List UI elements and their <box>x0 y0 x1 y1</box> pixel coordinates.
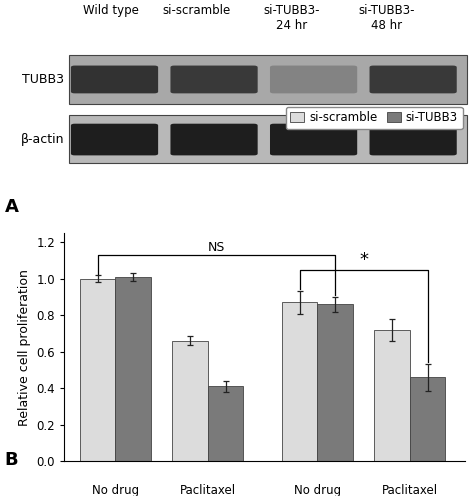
FancyBboxPatch shape <box>370 124 457 155</box>
FancyBboxPatch shape <box>71 65 158 93</box>
Text: β-actin: β-actin <box>20 132 64 145</box>
Y-axis label: Relative cell proliferation: Relative cell proliferation <box>18 269 31 426</box>
Bar <box>317 305 353 461</box>
Text: B: B <box>5 451 18 469</box>
Text: TUBB3: TUBB3 <box>22 73 64 86</box>
Bar <box>282 303 317 461</box>
FancyBboxPatch shape <box>270 65 357 93</box>
Bar <box>115 277 151 461</box>
FancyBboxPatch shape <box>71 124 158 155</box>
FancyBboxPatch shape <box>171 65 258 93</box>
Legend: si-scramble, si-TUBB3: si-scramble, si-TUBB3 <box>285 107 463 129</box>
Bar <box>410 377 446 461</box>
Text: si-TUBB3-
48 hr: si-TUBB3- 48 hr <box>358 4 415 32</box>
Text: No drug: No drug <box>92 484 139 496</box>
Bar <box>80 279 115 461</box>
Bar <box>374 330 410 461</box>
Bar <box>172 341 208 461</box>
Text: Wild type: Wild type <box>83 4 139 17</box>
FancyBboxPatch shape <box>270 124 357 155</box>
Bar <box>69 55 467 104</box>
Bar <box>208 386 243 461</box>
Text: si-TUBB3-
24 hr: si-TUBB3- 24 hr <box>263 4 320 32</box>
Text: No drug: No drug <box>294 484 341 496</box>
Text: si-scramble: si-scramble <box>163 4 231 17</box>
Text: NS: NS <box>208 241 225 254</box>
FancyBboxPatch shape <box>370 65 457 93</box>
Text: *: * <box>359 250 368 269</box>
FancyBboxPatch shape <box>171 124 258 155</box>
Bar <box>69 115 467 163</box>
Text: A: A <box>5 198 18 216</box>
Text: Paclitaxel: Paclitaxel <box>180 484 236 496</box>
Text: Paclitaxel: Paclitaxel <box>382 484 438 496</box>
